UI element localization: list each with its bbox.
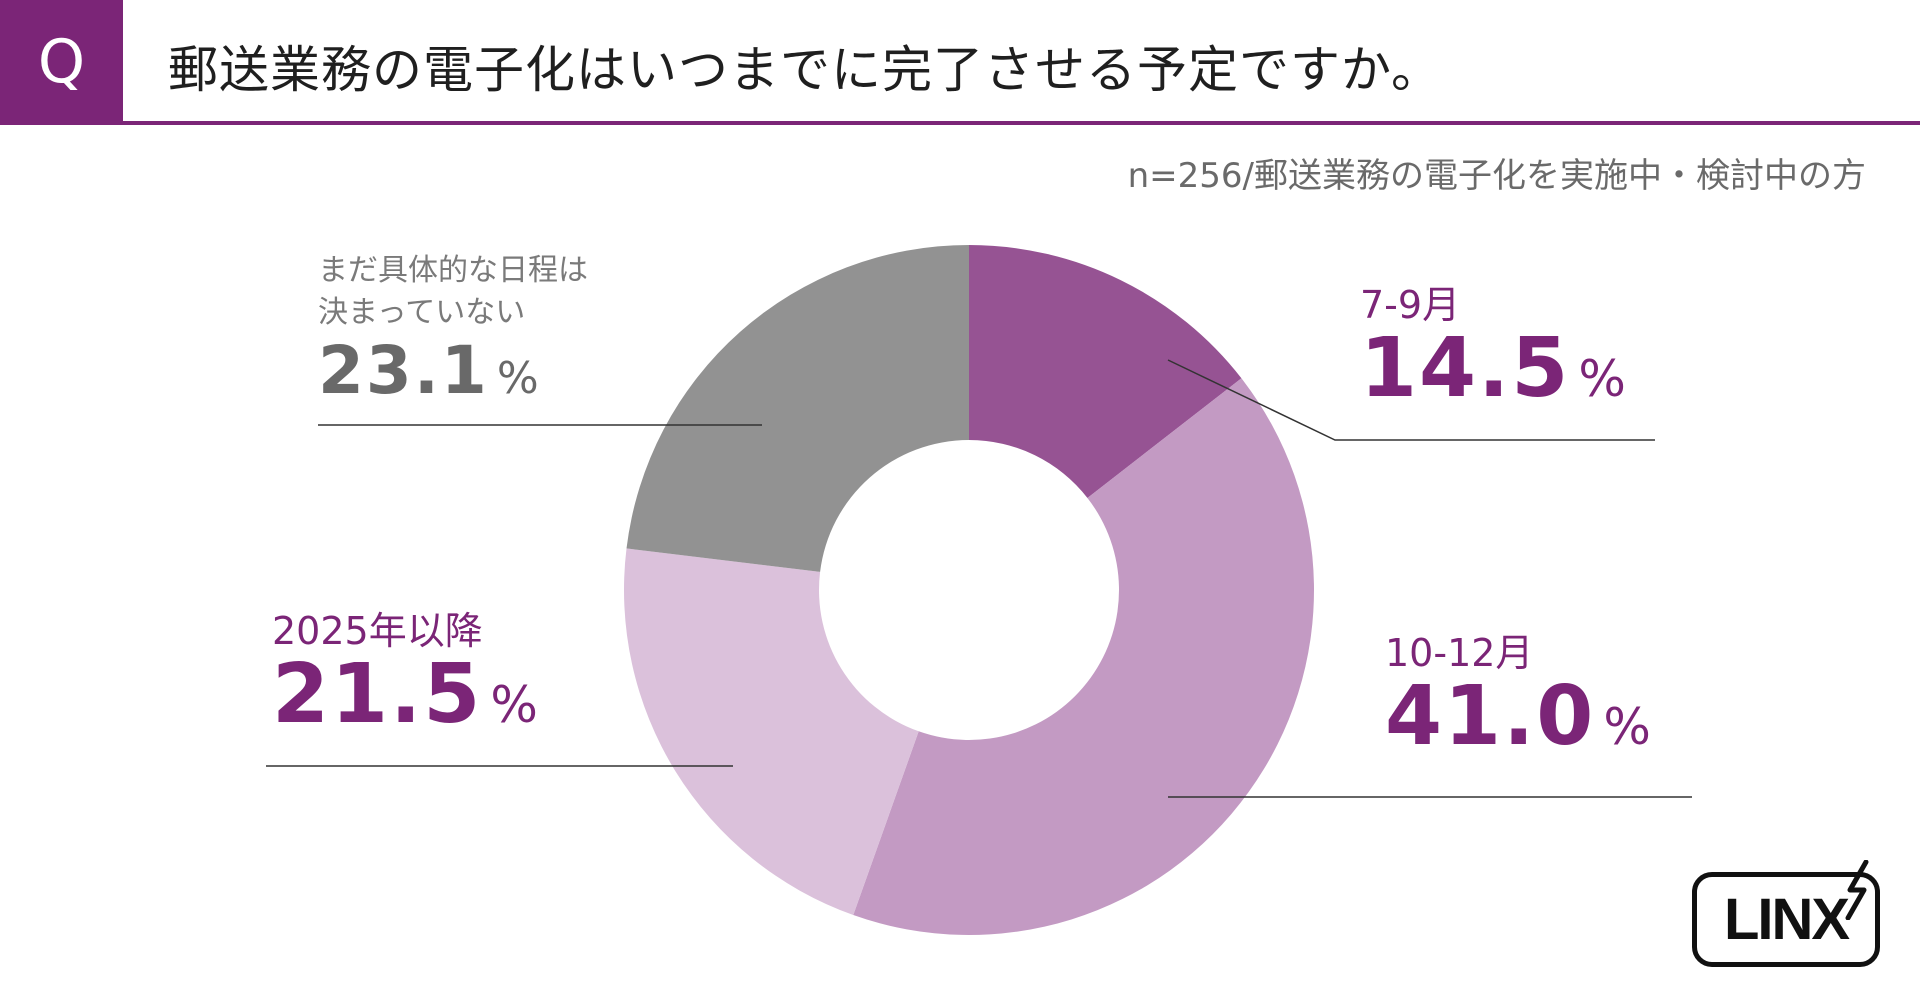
sample-note: n=256/郵送業務の電子化を実施中・検討中の方 (1127, 156, 1866, 196)
question-badge-letter: Q (37, 26, 86, 97)
value-number: 21.5 (272, 647, 483, 742)
label-category: 10-12月 (1385, 631, 1534, 675)
label-value: 21.5% (272, 654, 538, 736)
question-badge: Q (0, 0, 123, 123)
label-10-12: 10-12月 41.0% (1385, 630, 1651, 758)
label-category: 2025年以降 (272, 609, 483, 653)
value-number: 14.5 (1360, 321, 1571, 416)
label-category-line-1: まだ具体的な日程は (318, 253, 588, 288)
label-undecided: まだ具体的な日程は 決まっていない 23.1% (318, 250, 588, 404)
percent-sign: % (1578, 350, 1626, 408)
value-number: 23.1 (318, 332, 489, 409)
label-2025: 2025年以降 21.5% (272, 608, 538, 736)
leader-line-7-9 (1167, 359, 1655, 441)
logo-text: LINX (1723, 887, 1850, 952)
label-value: 41.0% (1385, 676, 1651, 758)
slice-7-9 (969, 245, 1242, 498)
lightning-bolt-icon (1845, 860, 1869, 920)
slice-2025 (624, 548, 919, 916)
slice-undecided (626, 245, 969, 572)
label-7-9: 7-9月 14.5% (1360, 282, 1626, 410)
leader-lines (266, 359, 1692, 798)
label-category: 7-9月 (1360, 283, 1461, 327)
slice-10-12 (853, 378, 1315, 935)
label-category-line-2: 決まっていない (318, 295, 526, 330)
label-value: 23.1% (318, 338, 588, 404)
value-number: 41.0 (1385, 669, 1596, 764)
label-value: 14.5% (1360, 328, 1626, 410)
linx-logo: LINX (1692, 872, 1880, 967)
donut-slices (624, 245, 1315, 935)
percent-sign: % (1603, 698, 1651, 756)
title-divider (0, 121, 1920, 125)
percent-sign: % (496, 353, 539, 404)
question-title: 郵送業務の電子化はいつまでに完了させる予定ですか。 (168, 41, 1442, 99)
percent-sign: % (490, 676, 538, 734)
